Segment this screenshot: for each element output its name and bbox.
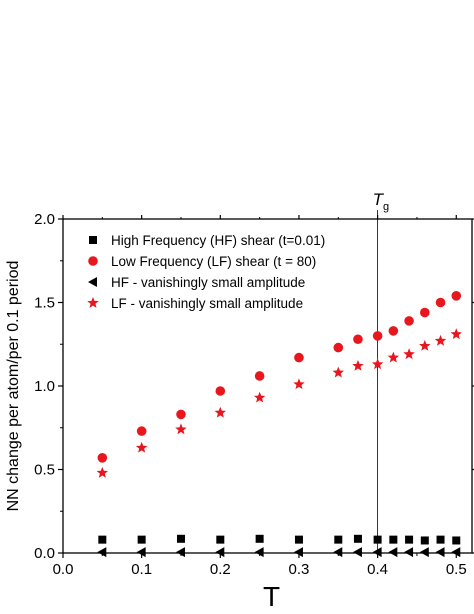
data-point-series-2 bbox=[294, 352, 304, 363]
data-point-series-1 bbox=[216, 535, 225, 544]
legend-label-series-1: High Frequency (HF) shear (t=0.01) bbox=[111, 233, 325, 248]
y-tick-label: 2.0 bbox=[34, 211, 55, 228]
data-point-series-1 bbox=[405, 535, 414, 544]
plot-frame bbox=[62, 218, 473, 554]
data-point-series-3 bbox=[175, 547, 185, 558]
x-tick-label: 0.3 bbox=[289, 561, 310, 578]
axes: 0.0 0.1 0.2 0.3 0.4 0.5 0.0 0.5 1.0 1.5 2.0 bbox=[34, 211, 474, 578]
data-point-series-1 bbox=[294, 535, 303, 544]
data-point-series-4 bbox=[450, 328, 462, 340]
data-point-series-2 bbox=[215, 386, 226, 396]
x-tick-label: 0.1 bbox=[131, 561, 152, 578]
data-point-series-2 bbox=[372, 331, 383, 341]
data-point-series-3 bbox=[136, 547, 146, 558]
data-point-series-4 bbox=[96, 466, 109, 478]
data-point-series-4 bbox=[434, 334, 447, 346]
y-tick-label: 1.5 bbox=[34, 295, 55, 312]
data-point-series-2 bbox=[333, 342, 344, 353]
data-point-series-2 bbox=[136, 426, 147, 436]
x-tick-label: 0.2 bbox=[210, 561, 231, 578]
data-point-series-1 bbox=[452, 536, 461, 545]
data-point-series-4 bbox=[332, 366, 344, 378]
data-point-series-3 bbox=[352, 547, 362, 558]
x-axis-title: T bbox=[263, 581, 280, 612]
data-point-series-3 bbox=[404, 547, 414, 558]
data-point-series-2 bbox=[451, 291, 462, 301]
data-point-series-2 bbox=[388, 326, 399, 336]
data-point-series-3 bbox=[372, 547, 382, 558]
data-point-series-2 bbox=[176, 409, 186, 420]
legend-marker-series-1 bbox=[89, 236, 97, 244]
x-tick-label: 0.0 bbox=[53, 561, 74, 578]
legend-label-series-4: LF - vanishingly small amplitude bbox=[111, 296, 303, 311]
data-point-series-1 bbox=[98, 535, 107, 544]
x-tick-label: 0.5 bbox=[446, 561, 467, 578]
tg-annotation: Tg bbox=[373, 190, 390, 213]
legend-label-series-2: Low Frequency (LF) shear (t = 80) bbox=[111, 254, 316, 269]
legend-marker-series-4 bbox=[87, 297, 99, 308]
data-point-series-1 bbox=[389, 535, 398, 544]
data-point-series-3 bbox=[254, 547, 264, 558]
y-axis-title: NN change per atom/per 0.1 period bbox=[5, 261, 22, 512]
tg-annotation-subscript: g bbox=[383, 201, 389, 213]
tg-annotation-label: T bbox=[373, 190, 385, 209]
data-point-series-3 bbox=[97, 547, 107, 558]
legend-marker-series-3 bbox=[88, 277, 97, 287]
data-point-series-1 bbox=[176, 534, 185, 543]
legend: High Frequency (HF) shear (t=0.01) Low Fr… bbox=[87, 233, 325, 311]
data-point-series-4 bbox=[419, 339, 431, 351]
data-point-series-1 bbox=[373, 535, 382, 544]
y-tick-label: 1.0 bbox=[34, 378, 55, 395]
data-markers bbox=[96, 291, 462, 558]
data-point-series-2 bbox=[353, 334, 363, 345]
data-point-series-3 bbox=[333, 547, 343, 558]
legend-label-series-3: HF - vanishingly small amplitude bbox=[111, 275, 305, 290]
data-point-series-4 bbox=[253, 391, 266, 403]
data-point-series-1 bbox=[137, 535, 146, 544]
data-point-series-1 bbox=[353, 534, 362, 543]
data-point-series-4 bbox=[371, 358, 384, 370]
data-point-series-4 bbox=[293, 378, 305, 390]
data-point-series-4 bbox=[387, 351, 400, 363]
data-point-series-3 bbox=[419, 547, 429, 558]
data-point-series-2 bbox=[435, 297, 446, 308]
x-tick-label: 0.4 bbox=[367, 561, 388, 578]
data-point-series-4 bbox=[214, 406, 227, 418]
data-point-series-2 bbox=[254, 371, 265, 381]
data-point-series-3 bbox=[293, 547, 303, 558]
data-point-series-2 bbox=[97, 453, 108, 463]
y-tick-label: 0.0 bbox=[34, 545, 55, 562]
y-tick-label: 0.5 bbox=[34, 462, 55, 479]
data-point-series-2 bbox=[420, 307, 430, 318]
data-point-series-3 bbox=[215, 547, 225, 558]
data-point-series-3 bbox=[451, 547, 461, 558]
data-point-series-1 bbox=[255, 534, 264, 543]
data-point-series-4 bbox=[175, 423, 187, 435]
data-point-series-4 bbox=[403, 348, 415, 360]
data-point-series-4 bbox=[135, 441, 148, 453]
data-point-series-4 bbox=[352, 359, 364, 371]
data-point-series-1 bbox=[334, 535, 343, 544]
data-point-series-2 bbox=[404, 316, 414, 326]
data-point-series-3 bbox=[435, 547, 445, 558]
data-point-series-1 bbox=[436, 535, 445, 544]
legend-marker-series-2 bbox=[88, 256, 98, 266]
data-point-series-3 bbox=[388, 547, 398, 558]
data-point-series-1 bbox=[420, 536, 429, 545]
